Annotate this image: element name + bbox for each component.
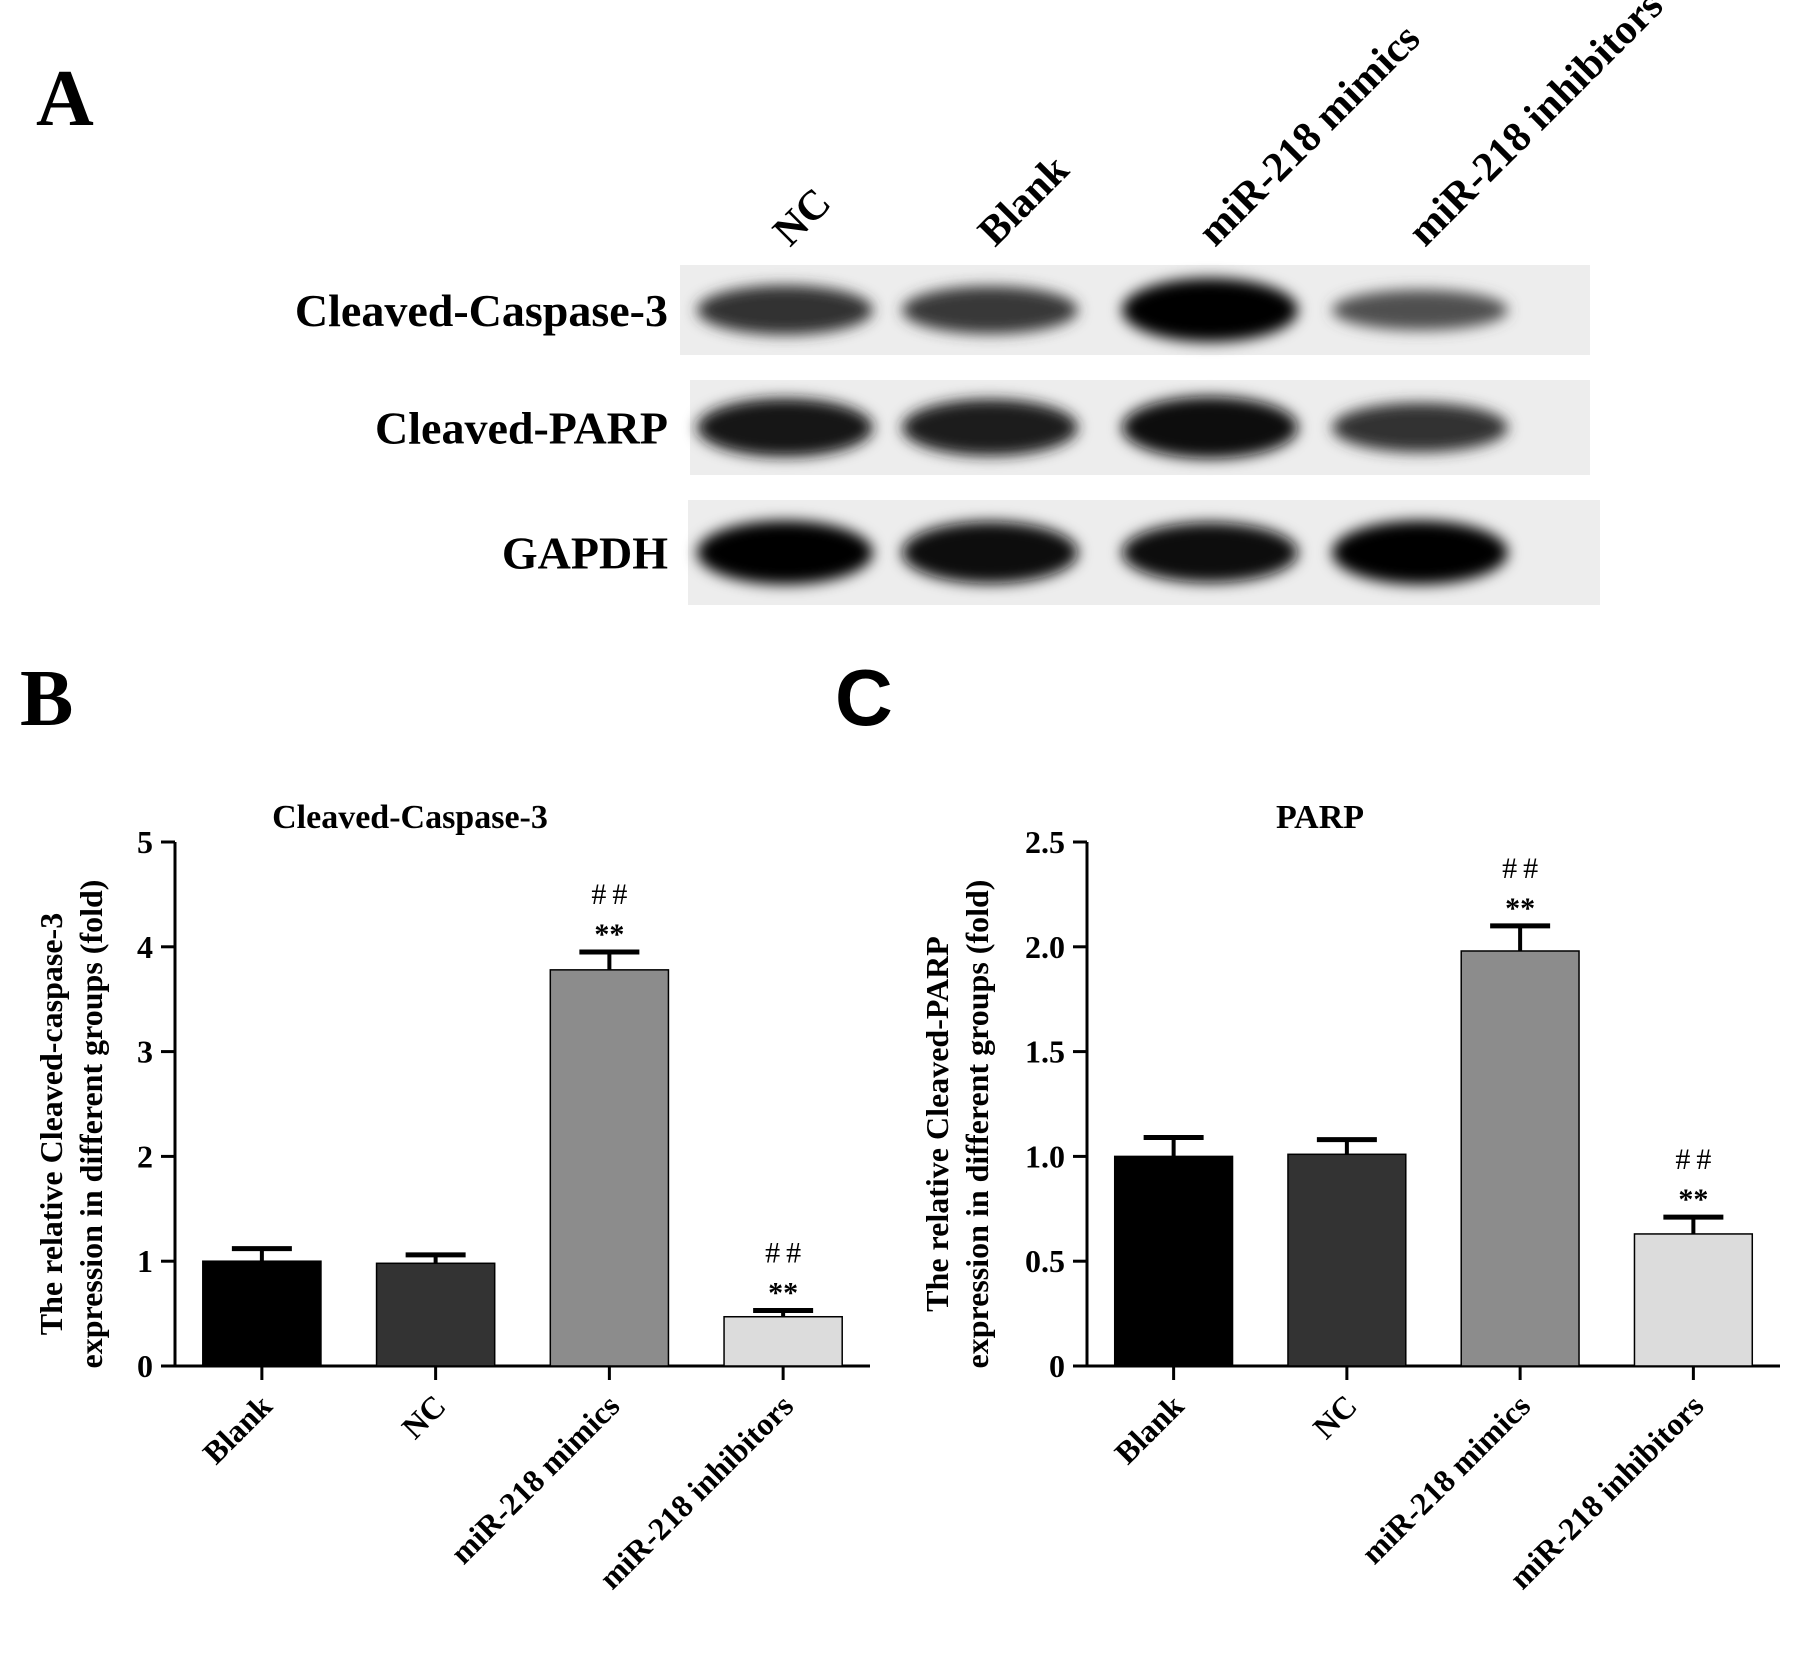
band-cleaved-caspase-3-nc: [697, 285, 873, 335]
y-tick-label: 2: [137, 1138, 153, 1174]
significance-hashes-mir-218-inhibitors: ##: [765, 1236, 807, 1269]
y-axis-label-line-1: The relative Cleaved-PARP: [919, 936, 955, 1312]
significance-hashes-mir-218-mimics: ##: [591, 878, 633, 911]
band-cleaved-parp-mir-218-mimics: [1122, 396, 1298, 459]
significance-stars-mir-218-mimics: **: [594, 918, 624, 951]
lane-label-nc: NC: [765, 180, 840, 255]
lane-label-mir-218-inhibitors: miR-218 inhibitors: [1400, 0, 1673, 255]
bar-mir-218-mimics: [1460, 950, 1580, 1367]
band-cleaved-caspase-3-mir-218-mimics: [1122, 278, 1298, 342]
band-label-cleaved-parp: Cleaved-PARP: [375, 403, 668, 454]
x-tick-label-mir-218-inhibitors: miR-218 inhibitors: [592, 1387, 800, 1595]
band-cleaved-caspase-3-blank: [902, 286, 1078, 334]
significance-hashes-mir-218-inhibitors: ##: [1675, 1143, 1717, 1176]
band-gapdh-blank: [902, 521, 1078, 584]
band-cleaved-caspase-3-mir-218-inhibitors: [1332, 289, 1508, 331]
band-label-cleaved-caspase-3: Cleaved-Caspase-3: [295, 285, 668, 336]
band-gapdh-nc: [697, 520, 873, 585]
lane-label-blank: Blank: [970, 146, 1079, 255]
x-tick-label-mir-218-inhibitors: miR-218 inhibitors: [1502, 1387, 1710, 1595]
chart-title: PARP: [1276, 799, 1364, 836]
y-axis-label-line-2: expression in different groups (fold): [73, 880, 109, 1369]
bar-nc: [1287, 1153, 1407, 1367]
bar-mir-218-inhibitors: [723, 1315, 843, 1367]
y-tick-label: 0: [1049, 1348, 1065, 1384]
y-tick-label: 0: [137, 1348, 153, 1384]
bar-blank: [202, 1260, 322, 1367]
significance-stars-mir-218-inhibitors: **: [768, 1276, 798, 1309]
x-tick-label-nc: NC: [1306, 1387, 1364, 1445]
bar-nc: [375, 1262, 496, 1367]
significance-stars-mir-218-mimics: **: [1505, 892, 1535, 925]
panel-letter-a: A: [36, 55, 94, 143]
y-tick-label: 3: [137, 1034, 153, 1070]
band-cleaved-parp-mir-218-inhibitors: [1332, 402, 1508, 453]
lane-label-mir-218-mimics: miR-218 mimics: [1190, 16, 1430, 256]
y-tick-label: 1: [137, 1243, 153, 1279]
y-tick-label: 1.0: [1025, 1138, 1065, 1174]
panel-letter-b: B: [20, 655, 73, 743]
bar-chart-cleaved-caspase-3: Cleaved-Caspase-3 The relative Cleaved-ca…: [33, 799, 870, 1596]
bar-blank: [1113, 1155, 1234, 1367]
significance-hashes-mir-218-mimics: ##: [1502, 852, 1544, 885]
y-axis-label-line-1: The relative Cleaved-caspase-3: [33, 913, 69, 1335]
y-tick-label: 0.5: [1025, 1243, 1065, 1279]
bar-chart-parp: PARP The relative Cleaved-PARP expression …: [919, 799, 1780, 1596]
y-axis-label-line-2: expression in different groups (fold): [959, 880, 995, 1369]
chart-title: Cleaved-Caspase-3: [272, 799, 548, 836]
y-tick-label: 5: [137, 824, 153, 860]
x-tick-label-blank: Blank: [196, 1387, 279, 1470]
band-cleaved-parp-nc: [697, 398, 873, 457]
y-tick-label: 2.0: [1025, 929, 1065, 965]
bar-mir-218-inhibitors: [1633, 1233, 1754, 1367]
panel-letter-c: C: [835, 653, 893, 742]
x-tick-label-mir-218-mimics: miR-218 mimics: [443, 1387, 626, 1570]
y-tick-label: 2.5: [1025, 824, 1065, 860]
x-tick-label-blank: Blank: [1107, 1387, 1190, 1470]
band-gapdh-mir-218-mimics: [1122, 522, 1298, 583]
y-tick-label: 4: [137, 929, 153, 965]
x-tick-label-mir-218-mimics: miR-218 mimics: [1354, 1387, 1537, 1570]
y-tick-label: 1.5: [1025, 1034, 1065, 1070]
x-tick-label-nc: NC: [394, 1387, 452, 1445]
bar-mir-218-mimics: [549, 969, 670, 1367]
significance-stars-mir-218-inhibitors: **: [1678, 1183, 1708, 1216]
band-cleaved-parp-blank: [902, 399, 1078, 456]
band-label-gapdh: GAPDH: [502, 528, 668, 579]
band-gapdh-mir-218-inhibitors: [1332, 520, 1508, 585]
